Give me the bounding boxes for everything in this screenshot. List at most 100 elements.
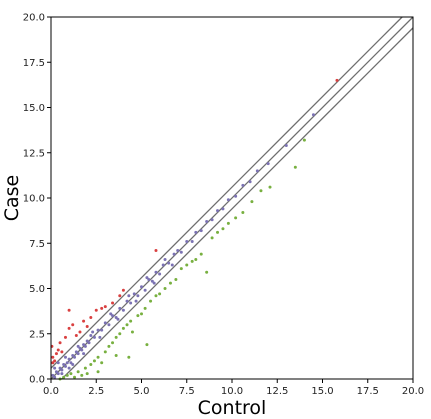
- data-point: [100, 328, 104, 332]
- data-point: [67, 357, 71, 361]
- data-point: [63, 355, 67, 359]
- data-point: [107, 344, 111, 348]
- x-tick-label: 2.5: [88, 386, 104, 397]
- data-point: [63, 364, 67, 368]
- data-point: [100, 306, 104, 310]
- data-point: [96, 355, 100, 359]
- data-point: [60, 372, 64, 376]
- data-point: [69, 372, 73, 376]
- y-tick-label: 10.0: [23, 194, 45, 205]
- y-tick-label: 12.5: [23, 148, 45, 159]
- data-point: [85, 325, 89, 329]
- data-point: [210, 236, 214, 240]
- data-point: [179, 250, 183, 254]
- data-point: [89, 315, 93, 319]
- data-point: [51, 361, 55, 365]
- y-tick-label: 7.5: [29, 239, 45, 250]
- data-point: [63, 335, 67, 339]
- data-point: [83, 344, 87, 348]
- data-point: [67, 326, 71, 330]
- data-point: [221, 227, 225, 231]
- data-point: [127, 294, 131, 298]
- data-point: [65, 361, 69, 365]
- data-point: [114, 335, 118, 339]
- data-point: [121, 308, 125, 312]
- data-point: [111, 341, 115, 345]
- data-point: [134, 299, 138, 303]
- data-point: [71, 363, 75, 367]
- data-point: [125, 323, 129, 327]
- data-point: [82, 319, 86, 323]
- data-point: [154, 270, 158, 274]
- y-tick-label: 15.0: [23, 103, 45, 114]
- data-point: [154, 294, 158, 298]
- data-point: [145, 343, 149, 347]
- y-tick-label: 2.5: [29, 329, 45, 340]
- data-point: [185, 263, 189, 267]
- data-point: [67, 308, 71, 312]
- data-point: [194, 230, 198, 234]
- x-tick-label: 10.0: [221, 386, 243, 397]
- data-point: [51, 355, 55, 359]
- data-point: [149, 299, 153, 303]
- data-point: [107, 323, 111, 327]
- y-tick-label: 0.0: [29, 375, 45, 386]
- data-point: [170, 263, 174, 267]
- reference-line-2: [61, 27, 414, 380]
- data-point: [91, 330, 95, 334]
- x-tick-label: 5.0: [134, 386, 150, 397]
- x-tick-label: 17.5: [357, 386, 379, 397]
- data-point: [302, 138, 306, 142]
- data-points: [50, 78, 339, 381]
- data-point: [58, 341, 62, 345]
- data-point: [221, 207, 225, 211]
- data-point: [53, 366, 57, 370]
- data-point: [136, 294, 140, 298]
- data-point: [130, 330, 134, 334]
- data-point: [65, 373, 69, 377]
- data-point: [100, 361, 104, 365]
- data-point: [161, 263, 165, 267]
- data-point: [109, 312, 113, 316]
- data-point: [87, 341, 91, 345]
- y-tick-label: 20.0: [23, 13, 45, 24]
- data-point: [190, 259, 194, 263]
- data-point: [140, 312, 143, 316]
- data-point: [168, 281, 172, 285]
- data-point: [143, 288, 147, 292]
- data-point: [179, 267, 183, 271]
- data-point: [129, 301, 133, 305]
- data-point: [216, 230, 220, 234]
- data-point: [167, 261, 171, 265]
- y-axis-label: Case: [1, 175, 23, 222]
- data-point: [259, 189, 263, 193]
- data-point: [234, 194, 238, 198]
- data-point: [143, 306, 147, 310]
- y-tick-label: 5.0: [29, 284, 45, 295]
- y-tick-label: 17.5: [23, 58, 45, 69]
- data-point: [163, 258, 167, 262]
- data-point: [132, 292, 136, 296]
- data-point: [54, 352, 58, 356]
- data-point: [190, 239, 194, 243]
- data-point: [205, 220, 209, 224]
- data-point: [210, 218, 214, 222]
- data-point: [234, 216, 238, 220]
- y-axis-ticks: 0.0 2.5 5.0 7.5 10.0 12.5 15.0 17.5 20.0: [23, 13, 51, 386]
- data-point: [185, 239, 189, 243]
- data-point: [74, 334, 78, 338]
- data-point: [176, 248, 180, 252]
- data-point: [80, 373, 84, 377]
- data-point: [241, 210, 245, 214]
- data-point: [116, 317, 120, 321]
- data-point: [152, 281, 156, 285]
- data-point: [53, 375, 57, 379]
- x-axis-label: Control: [198, 397, 267, 419]
- data-point: [85, 372, 89, 376]
- data-point: [268, 185, 272, 189]
- data-point: [255, 169, 259, 173]
- data-point: [80, 348, 84, 352]
- reference-lines: [50, 16, 414, 380]
- data-point: [226, 221, 230, 225]
